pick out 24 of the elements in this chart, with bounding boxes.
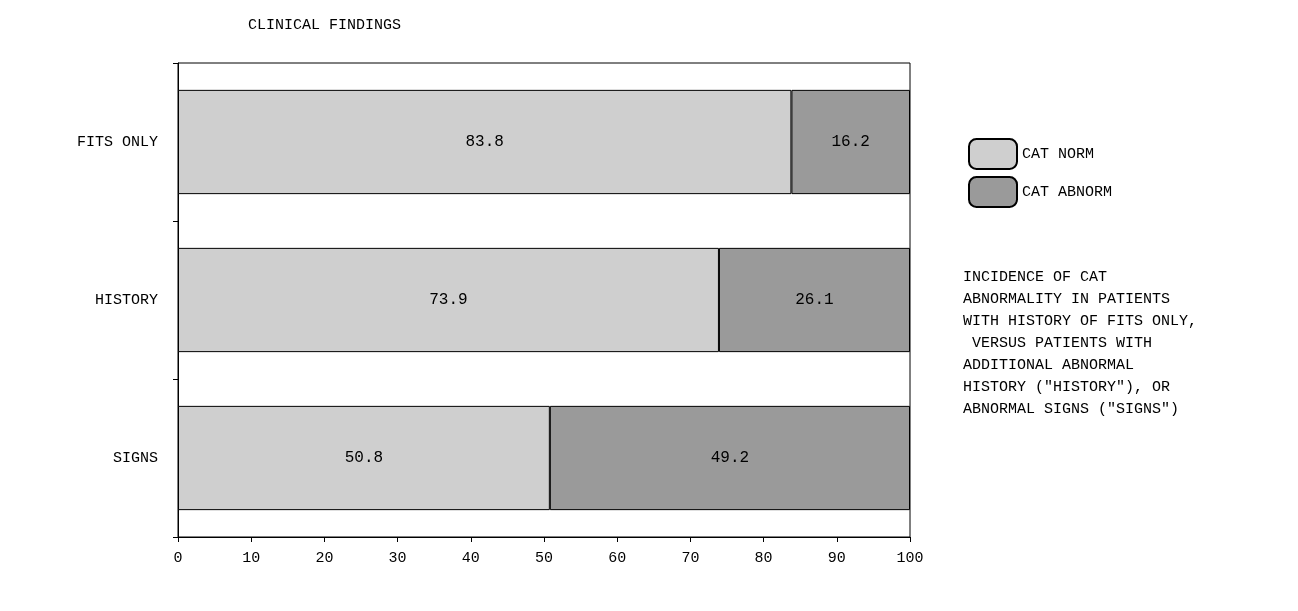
x-tick-label: 10 — [242, 550, 261, 567]
data-label: 73.9 — [429, 291, 468, 309]
data-label: 83.8 — [465, 133, 504, 151]
x-tick-label: 100 — [896, 550, 924, 567]
data-label: 16.2 — [831, 133, 870, 151]
x-tick-label: 70 — [681, 550, 700, 567]
data-label: 50.8 — [344, 449, 384, 467]
y-tick-label: HISTORY — [94, 291, 158, 309]
x-tick-label: 80 — [754, 550, 773, 567]
y-tick-label: FITS ONLY — [76, 133, 158, 151]
x-tick-label: 60 — [608, 550, 627, 567]
chart-title: CLINICAL FINDINGS — [248, 17, 402, 34]
text: INCIDENCE OF CAT ABNORMALITY IN PATIENTS WITH HISTORY OF FITS ONLY, VERSUS PATIENTS WITH ADDITIONAL ABNORMAL HISTORY ("HISTORY"), OR ABNORMAL SIGNS ("SIGNS") — [963, 268, 1198, 418]
x-tick-label: 40 — [461, 550, 480, 567]
legend-label: CAT NORM — [1022, 145, 1095, 163]
legend-label: CAT ABNORM — [1022, 183, 1113, 201]
x-tick-label: 20 — [315, 550, 334, 567]
data-label: 26.1 — [795, 291, 834, 309]
x-tick-label: 0 — [173, 550, 183, 567]
x-tick-label: 30 — [388, 550, 407, 567]
x-tick-label: 50 — [534, 550, 554, 567]
y-tick-label: SIGNS — [112, 449, 158, 467]
data-label: 49.2 — [710, 449, 750, 467]
x-tick-label: 90 — [827, 550, 846, 567]
